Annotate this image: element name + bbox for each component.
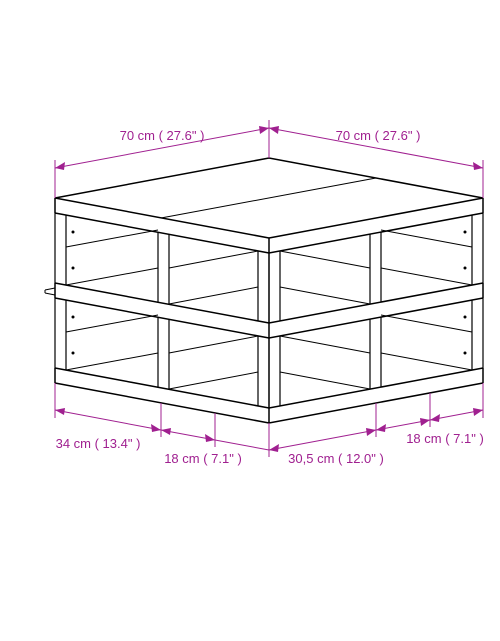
dim-top-left: 70 cm ( 27.6" ) [120,128,205,143]
dimension-drawing: 70 cm ( 27.6" ) 70 cm ( 27.6" ) 34 cm ( … [0,0,500,641]
dim-bottom-3: 30,5 cm ( 12.0" ) [288,451,384,466]
dim-bottom-4: 18 cm ( 7.1" ) [406,431,484,446]
dim-bottom-1: 34 cm ( 13.4" ) [56,436,141,451]
coffee-table-body [45,158,483,423]
dim-top-right: 70 cm ( 27.6" ) [336,128,421,143]
dim-bottom-2: 18 cm ( 7.1" ) [164,451,242,466]
